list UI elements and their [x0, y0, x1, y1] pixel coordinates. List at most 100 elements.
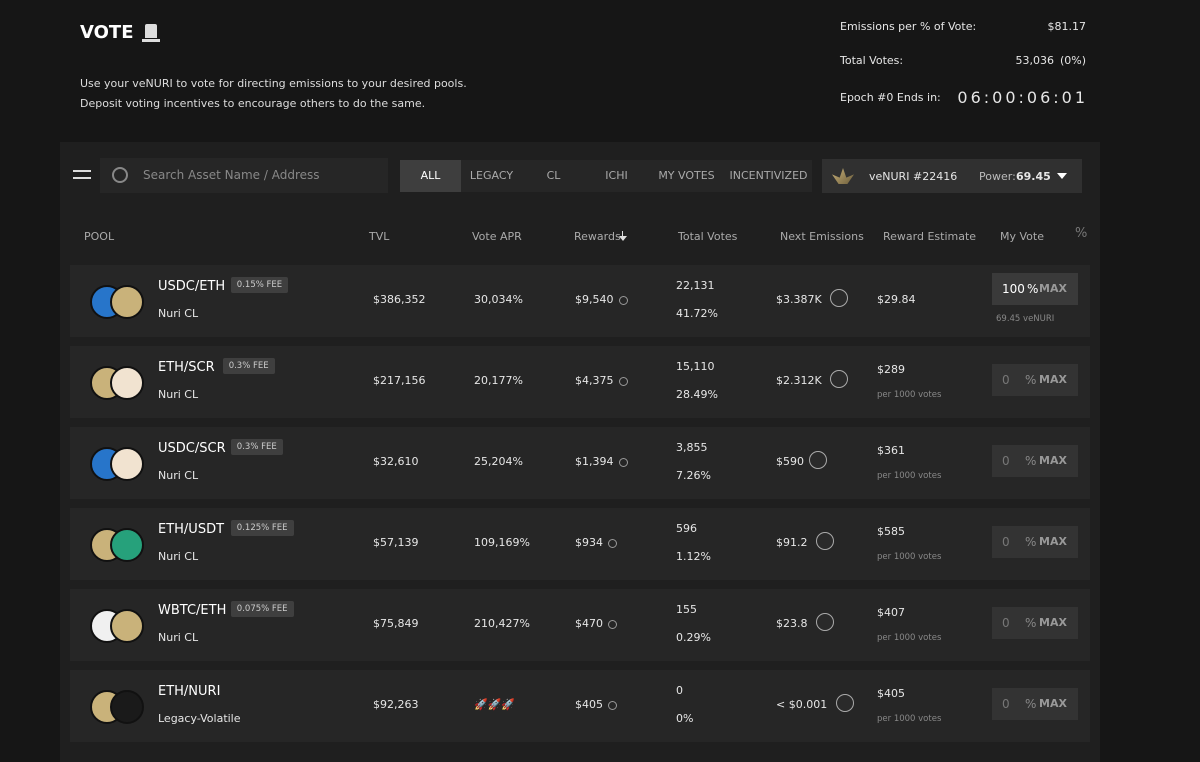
tab[interactable]: LEGACY [469, 169, 514, 182]
fee-badge: 0.15% FEE [230, 277, 289, 293]
vote-unit: % [1027, 282, 1039, 296]
vote-share: 1.12% [676, 550, 711, 563]
tab[interactable]: INCENTIVIZED [729, 169, 808, 182]
column-header[interactable]: Rewards [574, 230, 621, 243]
search-box[interactable]: Search Asset Name / Address [100, 158, 388, 193]
tab[interactable]: CL [546, 169, 561, 182]
emission-icon [816, 613, 834, 631]
tabs: ALL LEGACY CL ICHI MY VOTES INCENTIVIZED [400, 160, 812, 192]
filter-line [73, 177, 91, 179]
emission-icon [836, 694, 855, 712]
max-button[interactable]: MAX [1039, 373, 1067, 386]
vote-unit: % [1025, 535, 1037, 549]
coin-icon [110, 285, 144, 319]
pool-name: WBTC/ETH [158, 603, 227, 618]
vote-value: 0 [1002, 373, 1010, 387]
reward-estimate: $289 [877, 363, 905, 376]
vote-input[interactable]: 0% MAX [992, 445, 1078, 477]
info-icon[interactable] [618, 295, 628, 305]
emission-icon [816, 532, 834, 550]
total-votes: 155 [676, 603, 697, 616]
stat-label: Epoch #0 Ends in: [840, 91, 941, 104]
max-button[interactable]: MAX [1039, 535, 1067, 548]
account-id: #22416 [913, 170, 958, 183]
info-icon[interactable] [618, 376, 628, 386]
vote-share: 0% [676, 712, 694, 725]
max-button[interactable]: MAX [1039, 282, 1067, 295]
stat-label: Total Votes: [840, 54, 904, 67]
max-button[interactable]: MAX [1039, 697, 1067, 710]
total-votes: 596 [676, 522, 697, 535]
pool-icon [90, 366, 146, 400]
info-icon[interactable] [608, 619, 617, 629]
pool-icon [90, 447, 146, 481]
dropdown-arrow [1057, 173, 1067, 179]
next-emissions: $2.312K [776, 374, 822, 387]
pool-icon [90, 285, 146, 319]
vote-input[interactable]: 0% MAX [992, 526, 1078, 558]
account-selector[interactable]: veNURI #22416 Power: 69.45 [822, 159, 1082, 193]
next-emissions: $590 [776, 455, 804, 468]
column-header: Next Emissions [780, 230, 864, 243]
rewards: $470 [575, 617, 617, 630]
filter-line [73, 170, 91, 172]
rewards: $9,540 [575, 293, 628, 306]
tab[interactable]: ICHI [605, 169, 628, 182]
vote-input[interactable]: 0% MAX [992, 607, 1078, 639]
rewards: $1,394 [575, 455, 628, 468]
tab[interactable]: MY VOTES [658, 169, 715, 182]
pool-icon [90, 690, 146, 724]
coin-icon [110, 528, 144, 562]
title-icon [145, 24, 157, 38]
search-placeholder: Search Asset Name / Address [143, 168, 320, 182]
next-emissions: $3.387K [776, 293, 822, 306]
vote-input[interactable]: 0% MAX [992, 688, 1078, 720]
emission-icon [829, 289, 848, 307]
power-label: Power: [979, 170, 1016, 183]
description: Deposit voting incentives to encourage o… [80, 97, 426, 110]
pool-type: Nuri CL [158, 550, 199, 563]
reward-estimate: $407 [877, 606, 905, 619]
vote-unit: % [1025, 454, 1037, 468]
vote-apr: 210,427% [474, 617, 530, 630]
total-votes: 22,131 [676, 279, 715, 292]
vote-share: 7.26% [676, 469, 711, 482]
vote-apr: 109,169% [474, 536, 530, 549]
description: Use your veNURI to vote for directing em… [80, 77, 467, 90]
reward-estimate: $361 [877, 444, 905, 457]
page-title: VOTE [80, 22, 134, 43]
coin-icon [110, 609, 144, 643]
vote-apr: 🚀🚀🚀 [474, 698, 516, 711]
pool-row: ETH/USDT 0.125% FEE Nuri CL $57,139 109,169%… [70, 508, 1090, 580]
max-button[interactable]: MAX [1039, 616, 1067, 629]
vote-input[interactable]: 0% MAX [992, 364, 1078, 396]
vote-input[interactable]: 100% MAX [992, 273, 1078, 305]
vote-apr: 30,034% [474, 293, 523, 306]
sort-arrow-head [619, 236, 627, 241]
info-icon[interactable] [608, 538, 617, 548]
pool-type: Nuri CL [158, 307, 199, 320]
rewards: $405 [575, 698, 617, 711]
tab[interactable]: ALL [400, 160, 461, 192]
max-button[interactable]: MAX [1039, 454, 1067, 467]
pool-icon [90, 528, 146, 562]
emission-icon [809, 451, 828, 469]
vote-apr: 20,177% [474, 374, 523, 387]
vote-share: 0.29% [676, 631, 711, 644]
vote-unit: % [1025, 373, 1037, 387]
pool-name: ETH/USDT [158, 522, 225, 537]
account-name: veNURI [869, 170, 910, 183]
column-header: Vote APR [472, 230, 522, 243]
stat-label: Emissions per % of Vote: [840, 20, 977, 33]
pool-type: Nuri CL [158, 469, 199, 482]
tvl: $75,849 [373, 617, 419, 630]
stat-value: 53,036 [1015, 54, 1055, 67]
vote-apr: 25,204% [474, 455, 523, 468]
info-icon[interactable] [608, 700, 617, 710]
info-icon[interactable] [618, 457, 628, 467]
pool-name: USDC/ETH [158, 279, 226, 294]
stat-value: 06:00:06:01 [957, 88, 1088, 107]
filter-button[interactable] [73, 168, 91, 182]
stat-value: $81.17 [1047, 20, 1087, 33]
vote-unit: % [1025, 697, 1037, 711]
